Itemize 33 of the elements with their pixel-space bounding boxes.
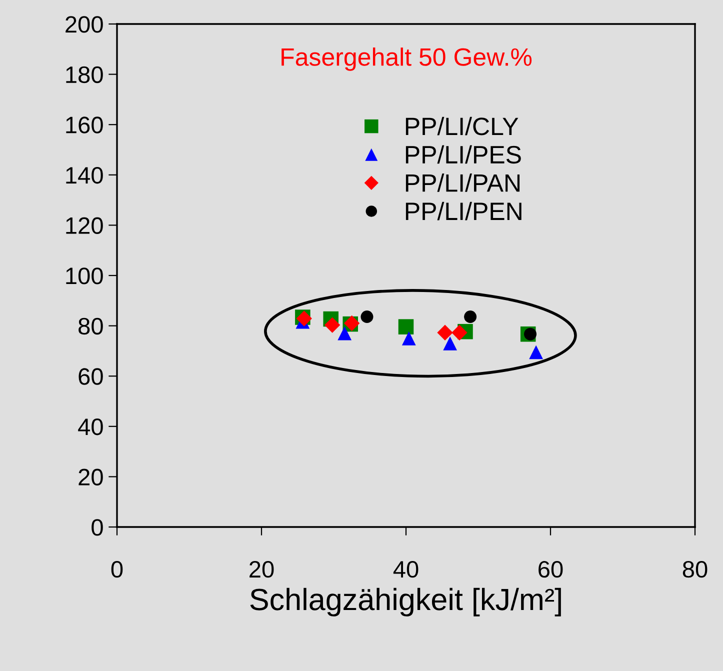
x-tick-label: 0 xyxy=(111,560,123,578)
y-tick-label: 120 xyxy=(66,217,103,234)
x-axis-title: Schlagzähigkeit [kJ/m²] xyxy=(250,588,561,616)
point xyxy=(452,324,468,340)
point xyxy=(402,331,416,346)
legend-label: PP/LI/PEN xyxy=(406,202,522,220)
legend-label: PP/LI/CLY xyxy=(406,116,518,136)
point xyxy=(437,324,453,340)
x-tick-label: 80 xyxy=(682,560,708,578)
x-tick-label: 40 xyxy=(393,560,418,578)
point xyxy=(360,310,374,323)
point xyxy=(464,310,477,323)
legend-label: PP/LI/PES xyxy=(406,145,521,164)
y-tick-label: 160 xyxy=(66,116,103,134)
y-tick-label: 180 xyxy=(66,66,103,84)
x-tick-label: 60 xyxy=(538,560,563,578)
y-tick-label: 60 xyxy=(78,368,103,385)
y-tick-label: 100 xyxy=(66,268,103,284)
y-tick-label: 200 xyxy=(66,16,103,33)
annotation: Fasergehalt 50 Gew.% xyxy=(282,48,532,71)
x-tick-label: 20 xyxy=(250,560,274,578)
point xyxy=(524,328,537,340)
point xyxy=(443,336,458,350)
point xyxy=(398,319,414,334)
y-tick-label: 40 xyxy=(78,418,103,436)
point xyxy=(338,326,352,340)
y-tick-label: 80 xyxy=(78,318,103,335)
y-tick-label: 0 xyxy=(92,519,103,536)
y-tick-label: 140 xyxy=(66,166,103,184)
point xyxy=(529,345,543,360)
legend-label: PP/LI/PAN xyxy=(406,174,520,192)
y-tick-label: 20 xyxy=(78,468,103,486)
point xyxy=(324,317,340,333)
